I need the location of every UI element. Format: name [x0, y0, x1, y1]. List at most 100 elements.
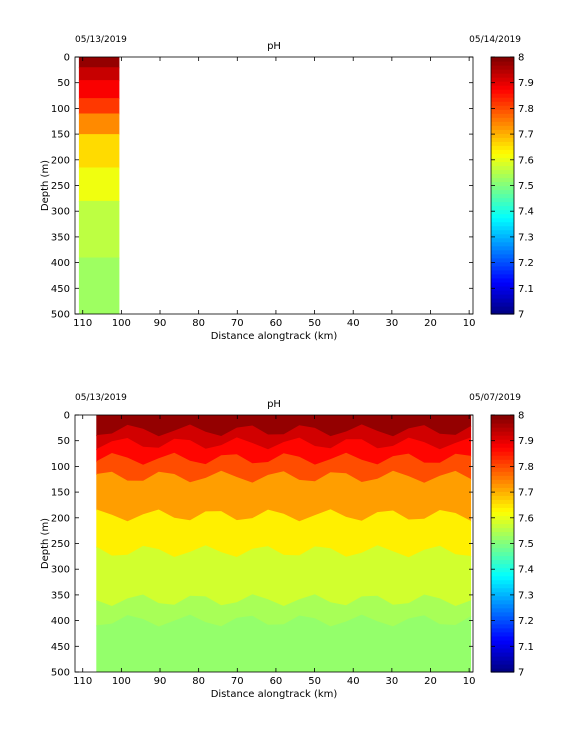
- colorbar-swatch: [491, 415, 514, 420]
- x-axis-label: Distance alongtrack (km): [211, 689, 338, 700]
- colorbar-swatch: [491, 161, 514, 167]
- colorbar-swatch: [491, 157, 514, 163]
- colorbar-swatch: [491, 269, 514, 275]
- colorbar-swatch: [491, 273, 514, 279]
- colorbar-tick-label: 7.9: [518, 78, 534, 89]
- ph-band: [78, 98, 120, 115]
- y-tick-label: 200: [51, 513, 70, 524]
- colorbar-swatch: [491, 169, 514, 175]
- colorbar-swatch: [491, 467, 514, 472]
- colorbar-swatch: [491, 93, 514, 98]
- colorbar-swatch: [491, 57, 514, 62]
- colorbar-tick-label: 7.9: [518, 436, 534, 447]
- colorbar-swatch: [491, 451, 514, 456]
- y-tick-label: 300: [51, 565, 70, 576]
- colorbar-swatch: [491, 507, 514, 512]
- y-tick-label: 150: [51, 488, 70, 499]
- colorbar-tick-label: 7.7: [518, 130, 534, 141]
- colorbar-swatch: [491, 197, 514, 203]
- colorbar-swatch: [491, 225, 514, 231]
- colorbar-tick-label: 7: [518, 310, 524, 321]
- colorbar-swatch: [491, 479, 514, 484]
- x-tick-label: 50: [308, 676, 321, 687]
- y-tick-label: 0: [64, 53, 70, 64]
- colorbar-swatch: [491, 297, 514, 303]
- y-tick-label: 350: [51, 232, 70, 243]
- colorbar-swatch: [491, 293, 514, 299]
- colorbar-swatch: [491, 615, 514, 621]
- x-tick-label: 50: [308, 318, 321, 329]
- colorbar-tick-label: 7: [518, 668, 524, 679]
- colorbar-swatch: [491, 511, 514, 516]
- colorbar-swatch: [491, 181, 514, 187]
- colorbar-swatch: [491, 419, 514, 424]
- colorbar-swatch: [491, 607, 514, 613]
- x-tick-label: 40: [347, 676, 360, 687]
- y-tick-label: 450: [51, 284, 70, 295]
- colorbar-tick-label: 7.6: [518, 513, 534, 524]
- colorbar-swatch: [491, 595, 514, 601]
- colorbar-swatch: [491, 651, 514, 657]
- ph-band: [78, 57, 120, 69]
- colorbar-swatch: [491, 559, 514, 565]
- colorbar-swatch: [491, 495, 514, 500]
- colorbar-tick-label: 7.5: [518, 539, 534, 550]
- colorbar-swatch: [491, 253, 514, 259]
- colorbar-swatch: [491, 627, 514, 633]
- colorbar-swatch: [491, 277, 514, 283]
- x-tick-label: 20: [424, 318, 437, 329]
- y-tick-label: 50: [57, 78, 70, 89]
- colorbar-swatch: [491, 583, 514, 589]
- colorbar-swatch: [491, 587, 514, 593]
- y-tick-label: 500: [51, 668, 70, 679]
- colorbar-swatch: [491, 117, 514, 122]
- x-tick-label: 80: [192, 318, 205, 329]
- y-axis-label: Depth (m): [40, 518, 51, 569]
- colorbar-swatch: [491, 77, 514, 82]
- x-tick-label: 100: [112, 676, 131, 687]
- colorbar-swatch: [491, 475, 514, 480]
- colorbar-swatch: [491, 153, 514, 158]
- colorbar-swatch: [491, 141, 514, 146]
- colorbar-swatch: [491, 241, 514, 247]
- colorbar-swatch: [491, 61, 514, 66]
- colorbar-swatch: [491, 427, 514, 432]
- colorbar-swatch: [491, 531, 514, 537]
- colorbar-tick-label: 8: [518, 53, 524, 64]
- colorbar-tick-label: 7.3: [518, 232, 534, 243]
- ph-band: [78, 257, 120, 314]
- y-axis-label: Depth (m): [40, 160, 51, 211]
- ph-band: [96, 424, 472, 451]
- colorbar-swatch: [491, 113, 514, 118]
- colorbar-swatch: [491, 301, 514, 307]
- colorbar-swatch: [491, 205, 514, 211]
- colorbar-swatch: [491, 237, 514, 243]
- colorbar-tick-label: 7.5: [518, 181, 534, 192]
- colorbar-swatch: [491, 623, 514, 629]
- y-tick-label: 150: [51, 130, 70, 141]
- colorbar-swatch: [491, 439, 514, 444]
- colorbar-swatch: [491, 443, 514, 448]
- colorbar-swatch: [491, 201, 514, 207]
- colorbar-swatch: [491, 281, 514, 287]
- colorbar-swatch: [491, 435, 514, 440]
- colorbar-swatch: [491, 631, 514, 637]
- colorbar-swatch: [491, 289, 514, 295]
- colorbar-swatch: [491, 165, 514, 171]
- colorbar-swatch: [491, 643, 514, 649]
- x-tick-label: 110: [73, 676, 92, 687]
- contour-bands: [96, 415, 472, 672]
- x-tick-label: 10: [463, 676, 476, 687]
- colorbar-swatch: [491, 431, 514, 436]
- x-tick-label: 30: [385, 318, 398, 329]
- x-tick-label: 20: [424, 676, 437, 687]
- ph-band: [96, 594, 472, 628]
- colorbar-swatch: [491, 261, 514, 267]
- colorbar-swatch: [491, 619, 514, 625]
- x-axis-label: Distance alongtrack (km): [211, 331, 338, 342]
- chart-title: pH: [267, 399, 281, 410]
- y-tick-label: 500: [51, 310, 70, 321]
- y-tick-label: 50: [57, 436, 70, 447]
- y-tick-label: 250: [51, 539, 70, 550]
- ph-band: [96, 545, 472, 607]
